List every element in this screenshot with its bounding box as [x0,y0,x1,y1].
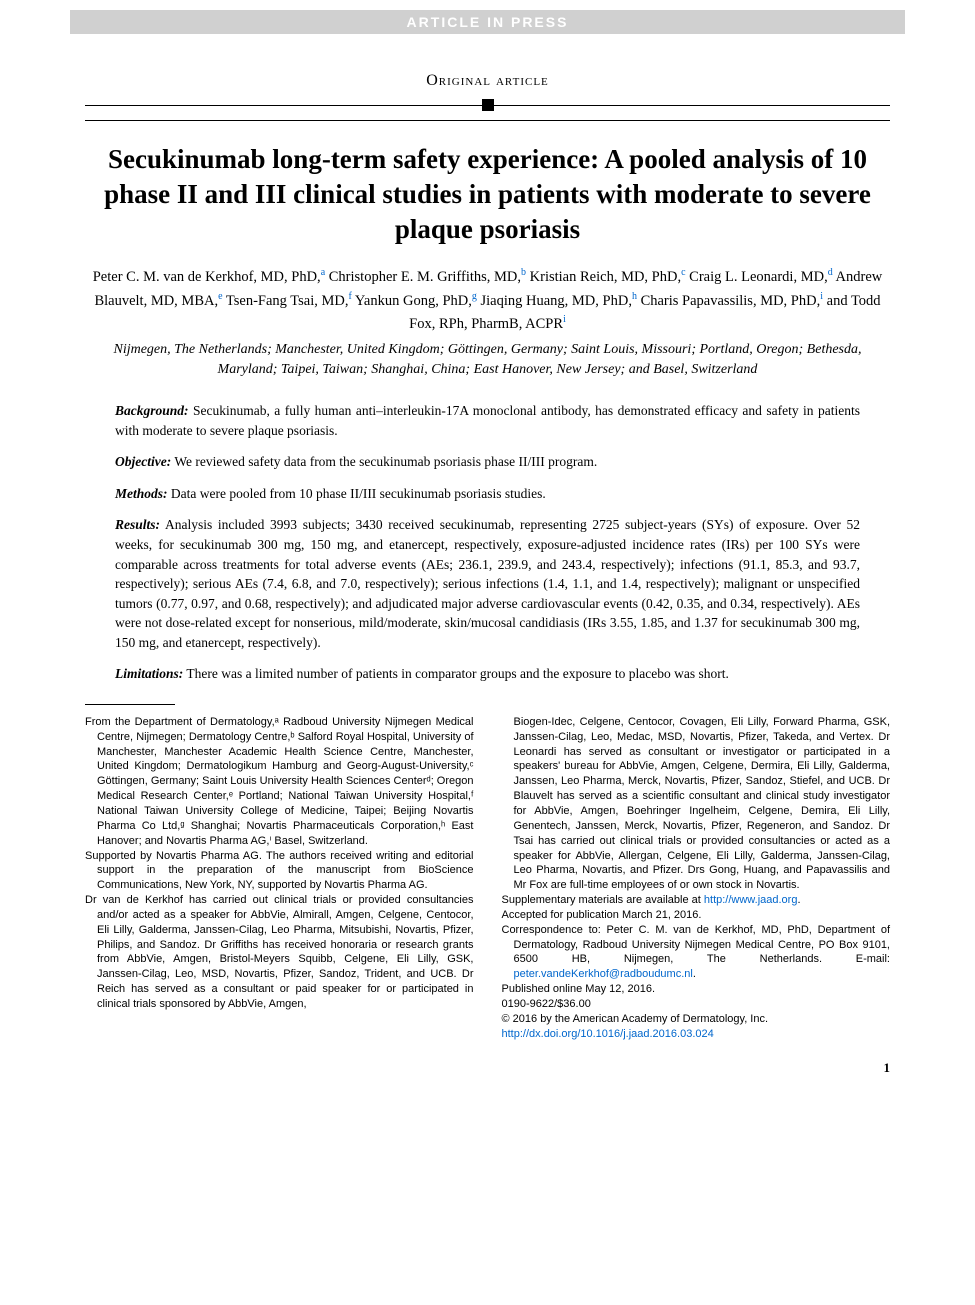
article-press-banner: ARTICLE IN PRESS [70,10,905,34]
abstract-text: Analysis included 3993 subjects; 3430 re… [115,517,860,649]
footnote-accepted: Accepted for publication March 21, 2016. [502,908,891,923]
footnote-supplementary: Supplementary materials are available at… [502,893,891,908]
title-ornament [85,102,890,126]
doi-link[interactable]: http://dx.doi.org/10.1016/j.jaad.2016.03… [502,1028,714,1040]
abstract-background: Background: Secukinumab, a fully human a… [115,401,860,440]
abstract-heading: Results: [115,517,160,532]
author-list: Peter C. M. van de Kerkhof, MD, PhD,a Ch… [85,265,890,336]
footnote-text: Correspondence to: Peter C. M. van de Ke… [502,924,891,966]
footnote-affiliations: From the Department of Dermatology,ᵃ Rad… [85,715,474,849]
abstract-heading: Objective: [115,454,171,469]
affiliation-locations: Nijmegen, The Netherlands; Manchester, U… [85,340,890,379]
abstract-text: We reviewed safety data from the secukin… [171,454,597,469]
footnote-price: 0190-9622/$36.00 [502,997,891,1012]
footnote-disclosures-cont: Biogen-Idec, Celgene, Centocor, Covagen,… [502,715,891,893]
footnote-doi: http://dx.doi.org/10.1016/j.jaad.2016.03… [502,1027,891,1042]
footnote-columns: From the Department of Dermatology,ᵃ Rad… [85,715,890,1042]
abstract-limitations: Limitations: There was a limited number … [115,664,860,684]
footnote-disclosures: Dr van de Kerkhof has carried out clinic… [85,893,474,1012]
page-number: 1 [85,1060,890,1076]
abstract-text: Data were pooled from 10 phase II/III se… [168,486,546,501]
abstract-heading: Methods: [115,486,168,501]
abstract-text: There was a limited number of patients i… [183,666,729,681]
footnote-copyright: © 2016 by the American Academy of Dermat… [502,1012,891,1027]
abstract-block: Background: Secukinumab, a fully human a… [115,401,860,684]
abstract-results: Results: Analysis included 3993 subjects… [115,515,860,652]
article-type-label: Original article [85,72,890,90]
footnote-correspondence: Correspondence to: Peter C. M. van de Ke… [502,923,891,982]
footnote-support: Supported by Novartis Pharma AG. The aut… [85,849,474,894]
footnote-text: Supplementary materials are available at [502,894,704,906]
abstract-heading: Limitations: [115,666,183,681]
supplementary-link[interactable]: http://www.jaad.org [704,894,798,906]
footnote-column-left: From the Department of Dermatology,ᵃ Rad… [85,715,474,1042]
page-content: Original article Secukinumab long-term s… [0,34,975,1096]
footnote-published: Published online May 12, 2016. [502,982,891,997]
abstract-text: Secukinumab, a fully human anti–interleu… [115,403,860,438]
abstract-heading: Background: [115,403,189,418]
footnote-rule [85,704,175,705]
correspondence-email-link[interactable]: peter.vandeKerkhof@radboudumc.nl [514,968,693,980]
article-title: Secukinumab long-term safety experience:… [95,142,880,247]
footnote-column-right: Biogen-Idec, Celgene, Centocor, Covagen,… [502,715,891,1042]
abstract-methods: Methods: Data were pooled from 10 phase … [115,484,860,504]
abstract-objective: Objective: We reviewed safety data from … [115,452,860,472]
